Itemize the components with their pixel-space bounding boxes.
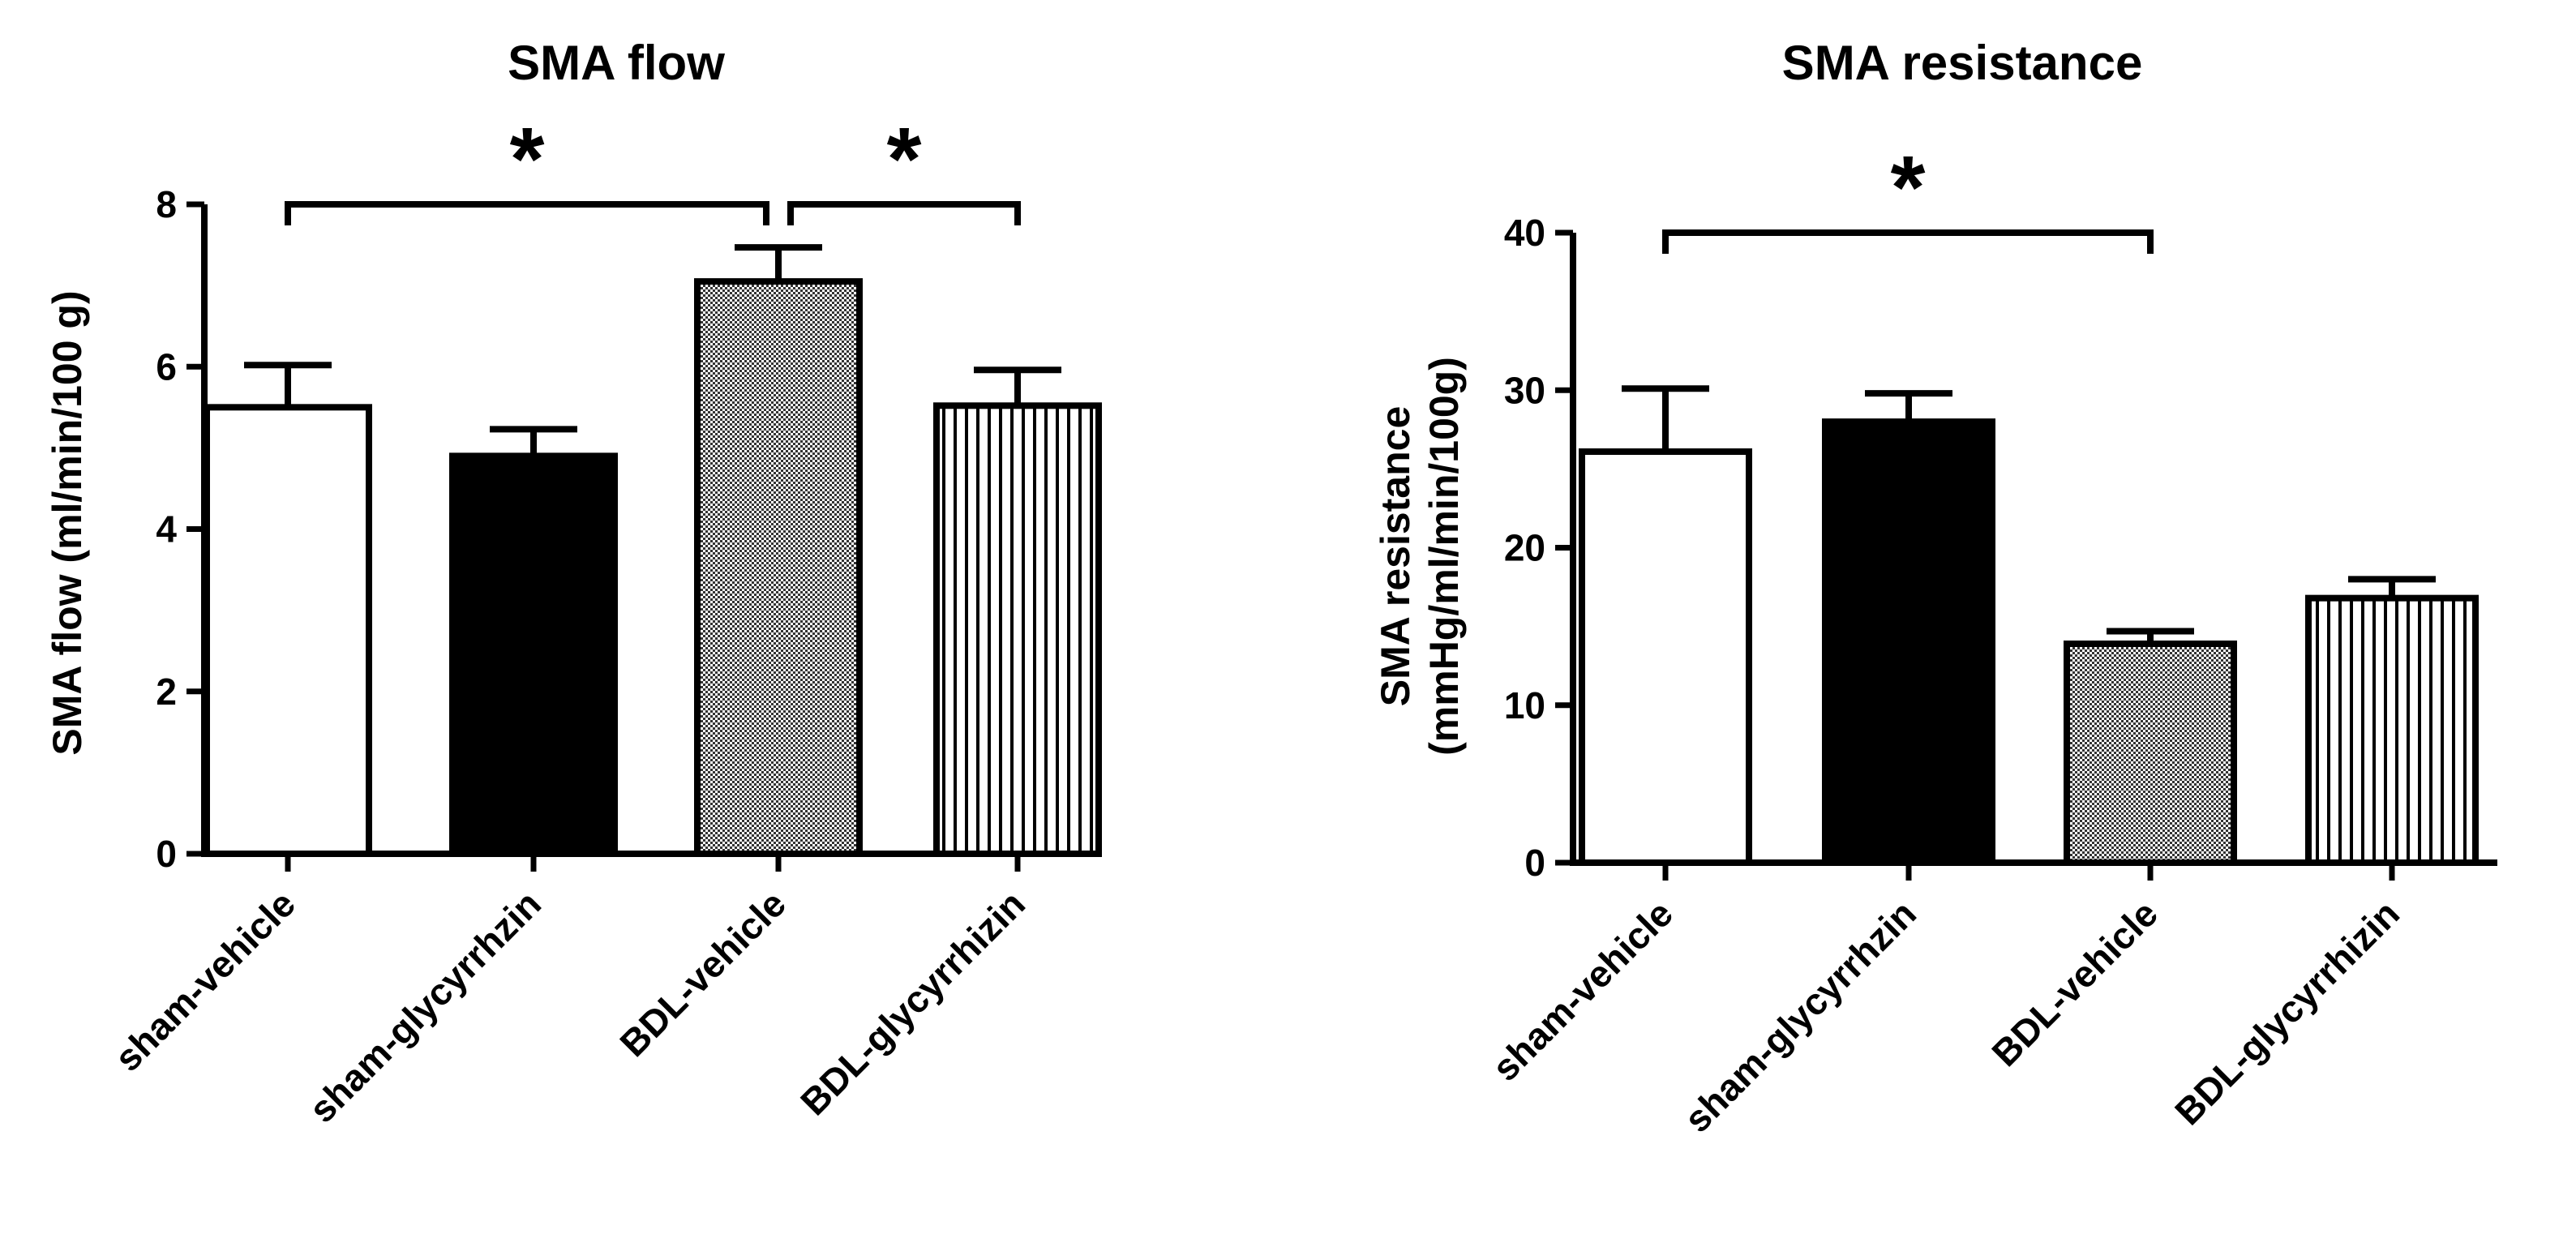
x-tick-label-BDL-glycyrrhizin: BDL-glycyrrhizin <box>2167 892 2407 1133</box>
y-tick-label-2: 2 <box>156 671 177 713</box>
significance-star-0: * <box>510 109 545 209</box>
bar-BDL-glycyrrhizin <box>2305 594 2479 866</box>
y-tick-label-4: 4 <box>156 508 177 551</box>
x-tick-label-sham-vehicle: sham-vehicle <box>1484 892 1681 1089</box>
sma-resistance-chart: SMA resistance SMA resistance (mmHg/ml/m… <box>1373 36 2497 1140</box>
x-tick-label-BDL-vehicle: BDL-vehicle <box>611 882 794 1065</box>
bar-sham-vehicle <box>204 404 372 857</box>
y-axis-label: SMA flow (ml/min/100 g) <box>45 290 90 755</box>
y-tick-label-0: 0 <box>1524 842 1545 884</box>
significance-bracket-1 <box>787 201 1021 225</box>
significance-bracket-0 <box>285 201 769 225</box>
y-tick-label-10: 10 <box>1504 684 1545 726</box>
y-tick-label-30: 30 <box>1504 369 1545 411</box>
x-tick-label-BDL-vehicle: BDL-vehicle <box>1983 892 2166 1074</box>
y-tick-label-0: 0 <box>156 833 177 875</box>
bar-BDL-glycyrrhizin <box>933 402 1102 857</box>
x-tick-label-sham-glycyrrhzin: sham-glycyrrhzin <box>301 882 549 1130</box>
y-tick-label-20: 20 <box>1504 527 1545 569</box>
bar-BDL-vehicle <box>2064 640 2237 866</box>
significance-star-0: * <box>1891 138 1926 238</box>
y-axis-label-line-1: SMA resistance <box>1373 406 1418 707</box>
significance-bracket-0 <box>1662 229 2154 254</box>
y-axis-label-line-2: (mmHg/ml/min/100g) <box>1421 357 1467 756</box>
x-tick-label-BDL-glycyrrhizin: BDL-glycyrrhizin <box>792 882 1033 1123</box>
bar-BDL-vehicle <box>694 278 863 857</box>
bar-sham-glycyrrhzin <box>449 452 618 857</box>
y-tick-label-40: 40 <box>1504 212 1545 254</box>
significance-star-1: * <box>887 109 922 209</box>
y-tick-label-6: 6 <box>156 345 177 388</box>
bar-sham-vehicle <box>1579 448 1752 866</box>
bar-sham-glycyrrhzin <box>1822 418 1995 866</box>
y-tick-label-8: 8 <box>156 183 177 225</box>
x-tick-label-sham-glycyrrhzin: sham-glycyrrhzin <box>1676 892 1924 1140</box>
x-tick-label-sham-vehicle: sham-vehicle <box>106 882 303 1079</box>
chart-title: SMA resistance <box>1782 36 2143 90</box>
sma-flow-chart: SMA flow SMA flow (ml/min/100 g) 0 2 4 6 8 sh… <box>45 36 1102 1130</box>
chart-title: SMA flow <box>508 36 725 90</box>
